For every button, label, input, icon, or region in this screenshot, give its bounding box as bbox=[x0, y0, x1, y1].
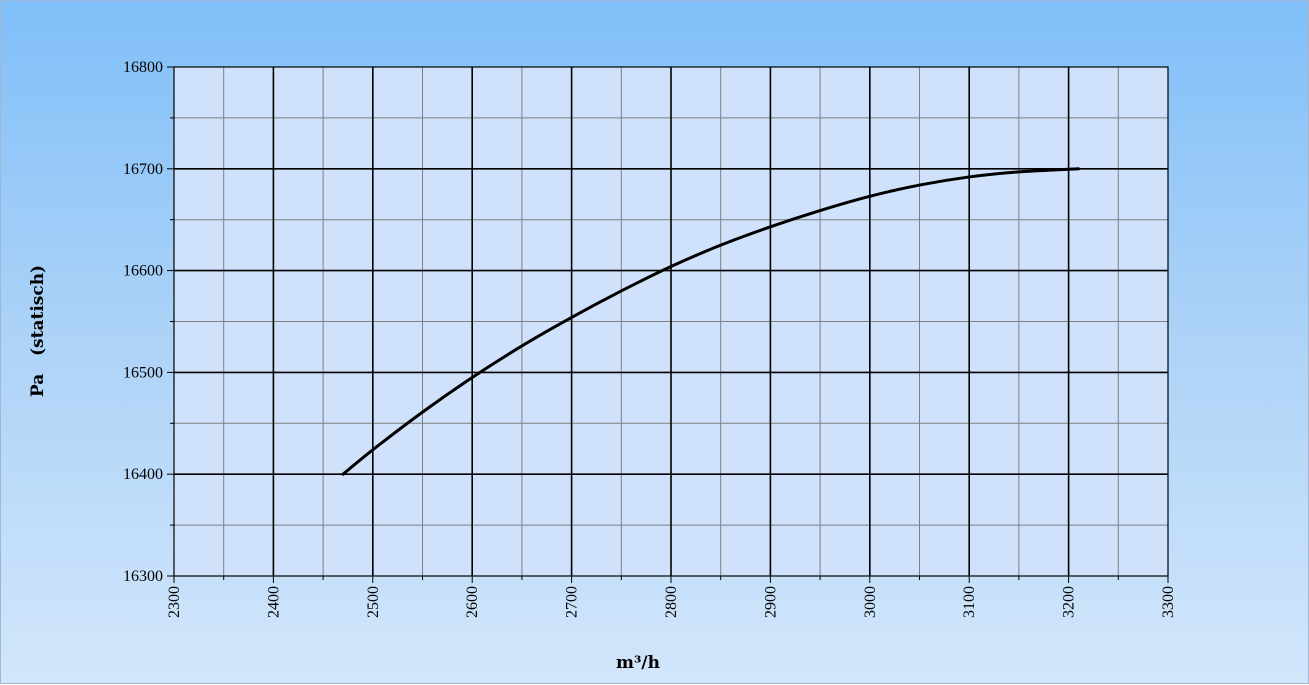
x-tick-label: 3300 bbox=[1160, 586, 1177, 618]
y-tick-label: 16600 bbox=[123, 263, 163, 280]
x-tick-label: 2700 bbox=[564, 586, 581, 618]
y-axis-title: Pa (statisch) bbox=[28, 265, 48, 397]
y-tick-labels: 16300 16400 16500 16600 16700 16800 bbox=[123, 59, 163, 585]
x-axis-title: m³/h bbox=[616, 653, 660, 673]
series-line bbox=[341, 167, 1081, 476]
y-tick-label: 16700 bbox=[123, 161, 163, 178]
x-tick-label: 2400 bbox=[265, 586, 282, 618]
x-tick-label: 3200 bbox=[1061, 586, 1078, 618]
x-tick-label: 2900 bbox=[762, 586, 779, 618]
y-tick-label: 16400 bbox=[123, 466, 163, 483]
y-tick-label: 16500 bbox=[123, 364, 163, 381]
x-tick-label: 2600 bbox=[464, 586, 481, 618]
x-tick-label: 2300 bbox=[166, 586, 183, 618]
x-tick-label: 2500 bbox=[365, 586, 382, 618]
y-tick-label: 16300 bbox=[123, 568, 163, 585]
x-tick-label: 3100 bbox=[961, 586, 978, 618]
x-tick-labels: 2300 2400 2500 2600 2700 2800 2900 3000 3100 3200… bbox=[166, 586, 1177, 618]
major-grid bbox=[174, 67, 1168, 576]
series-layer bbox=[341, 167, 1081, 476]
x-tick-label: 3000 bbox=[862, 586, 879, 618]
y-tick-label: 16800 bbox=[123, 59, 163, 76]
axis-ticks bbox=[167, 66, 1169, 583]
x-tick-label: 2800 bbox=[663, 586, 680, 618]
